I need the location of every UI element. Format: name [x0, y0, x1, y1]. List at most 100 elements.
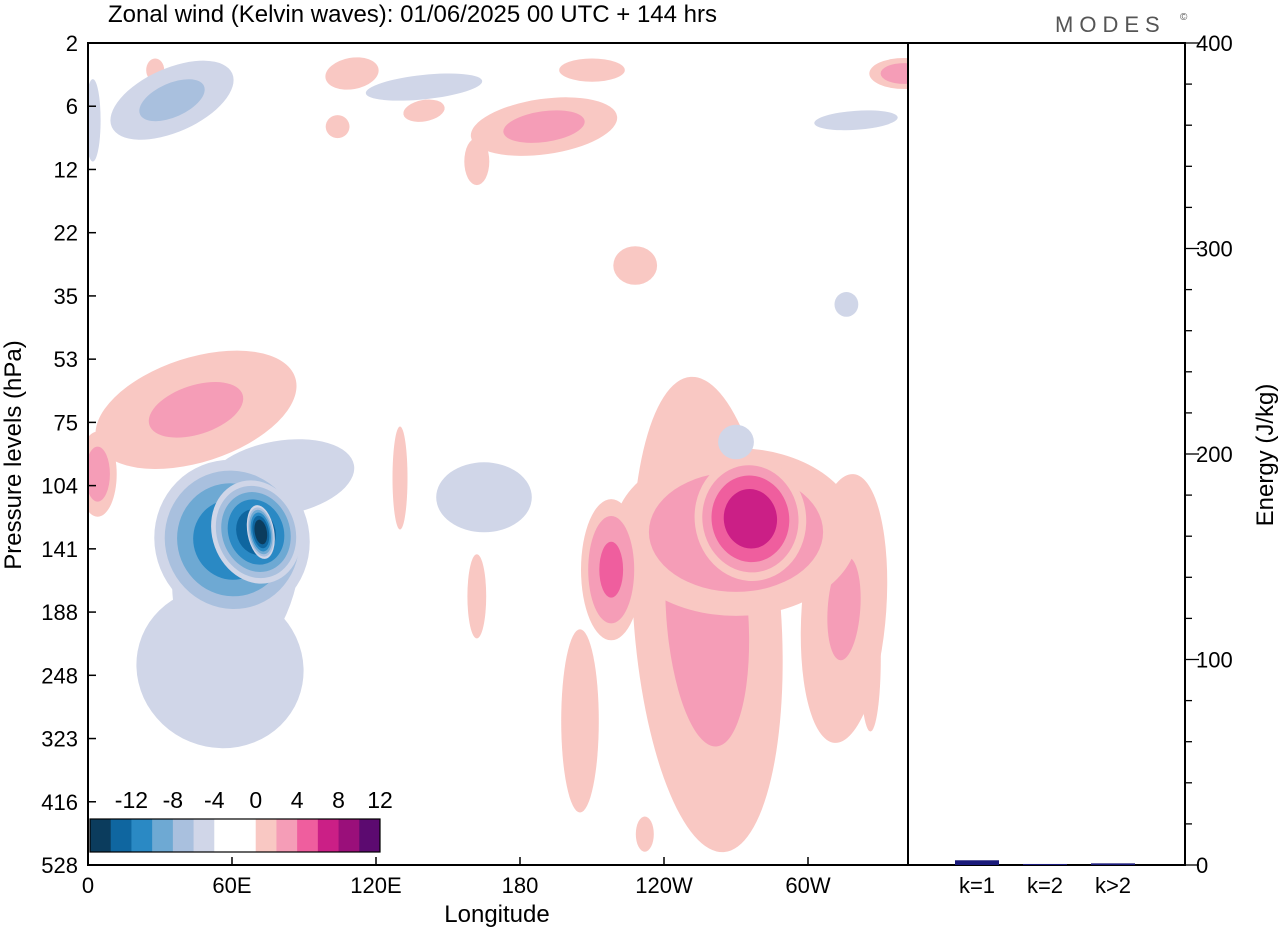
colorbar-tick-label: -8 [163, 787, 183, 813]
y-tick-label: 22 [54, 221, 78, 246]
upper-westerly-e-level-2 [403, 99, 445, 122]
y-tick-label: 75 [54, 410, 78, 435]
colorbar-tick-label: -12 [115, 787, 148, 813]
easterly-lower [136, 587, 304, 749]
upper-easterly-d-level-2 [88, 79, 101, 162]
brand-wordmark: MODES [1055, 12, 1166, 37]
upper-westerly-d-level-2 [325, 57, 379, 90]
colorbar: -12 -8 -4 0 4 8 12 [88, 784, 393, 857]
upper-westerly-f-level-2 [325, 115, 350, 139]
colorbar-frame [89, 818, 381, 853]
westerly-lobe [581, 499, 642, 641]
x-tick-label: 0 [82, 873, 94, 898]
energy-tick-label: 300 [1196, 237, 1233, 262]
westerly-lobe-level-6 [599, 541, 624, 598]
stratospheric-westerly-b [464, 137, 490, 186]
y-axis: 2 6 12 22 35 53 75 104 141 188 248 323 416 528 [41, 31, 96, 878]
upper-westerly-tilt [95, 350, 297, 469]
upper-easterly-b-level-2 [365, 73, 483, 101]
colorbar-swatch [338, 819, 360, 852]
energy-tick-label: 200 [1196, 442, 1233, 467]
x-axis: 0 60E 120E 180 120W 60W [82, 857, 831, 898]
brand-mark: © [1180, 12, 1188, 23]
easterly-dateline-level-2 [436, 462, 532, 533]
energy-bar-label: k=2 [1027, 873, 1063, 898]
x-tick-label: 60E [212, 873, 251, 898]
colorbar-swatch [235, 819, 257, 852]
colorbar-swatch [214, 819, 236, 852]
colorbar-tick-label: 0 [249, 787, 262, 813]
energy-bar-label: k=1 [959, 873, 995, 898]
westerly-streak-b [467, 554, 487, 639]
westerly-envelope-b-level-4 [827, 556, 861, 661]
energy-bar-label: k>2 [1095, 873, 1131, 898]
westerly-envelope-a [631, 376, 783, 853]
colorbar-tick-label: 12 [367, 787, 393, 813]
stratospheric-westerly-b-level-2 [464, 137, 490, 186]
colorbar-tick-label: 8 [332, 787, 345, 813]
y-tick-label: 323 [41, 727, 78, 752]
energy-tick-label: 0 [1196, 853, 1208, 878]
colorbar-swatch [90, 819, 112, 852]
westerly-edge-right [924, 453, 970, 542]
upper-westerly-b-level-4 [880, 63, 908, 84]
energy-bar-1 [955, 860, 999, 865]
energy-bar-3 [1091, 863, 1135, 865]
westerly-edge-right-level-2 [924, 453, 970, 542]
westerly-core [694, 456, 807, 581]
y-tick-label: 141 [41, 537, 78, 562]
easterly-midstrat [834, 292, 859, 317]
westerly-edge-left-level-4 [88, 446, 110, 502]
upper-easterly-c-level-2 [814, 110, 898, 131]
y-tick-label: 6 [66, 94, 78, 119]
colorbar-swatch [193, 819, 215, 852]
westerly-streak-b-level-2 [467, 554, 487, 639]
westerly-streak-level-2 [392, 426, 408, 530]
westerly-low-patch-level-2 [635, 816, 654, 852]
colorbar-swatch [297, 819, 319, 852]
upper-easterly-a-level-4 [139, 79, 205, 122]
colorbar-swatch [131, 819, 153, 852]
y-tick-label: 53 [54, 347, 78, 372]
easterly-lower-level-2 [136, 587, 304, 749]
upper-westerly-e [403, 99, 445, 122]
easterly-midstrat-level-2 [834, 292, 859, 317]
colorbar-tick-label: -4 [204, 787, 225, 813]
energy-bar-2 [1023, 863, 1067, 865]
westerly-deep-tail-b-level-2 [860, 584, 881, 732]
y-tick-label: 188 [41, 600, 78, 625]
energy-panel-frame [907, 42, 1186, 866]
upper-westerly-d [325, 57, 379, 90]
brand-logo: MODES © [1055, 12, 1188, 37]
y-tick-label: 12 [54, 157, 78, 182]
westerly-deep-tail-level-2 [561, 629, 599, 813]
westerly-deep-tail-b [860, 584, 881, 732]
easterly-core-level-12 [254, 519, 268, 545]
colorbar-swatch [359, 819, 381, 852]
upper-easterly-a [110, 60, 234, 140]
upper-easterly-b [365, 73, 483, 101]
x-axis-label: Longitude [444, 901, 549, 928]
westerly-edge-left [88, 431, 117, 517]
stratospheric-westerly [470, 97, 618, 156]
colorbar-swatch [152, 819, 174, 852]
easterly-patch-level-2 [718, 424, 754, 460]
colorbar-swatch [172, 819, 195, 852]
y-axis-label: Pressure levels (hPa) [0, 340, 27, 569]
energy-tick-label: 100 [1196, 648, 1233, 673]
contour-field [88, 57, 970, 853]
y-tick-label: 35 [54, 284, 78, 309]
y-tick-label: 416 [41, 790, 78, 815]
upper-easterly-d [88, 79, 101, 162]
colorbar-swatch [110, 819, 132, 852]
midstrat-westerly-level-2 [613, 246, 658, 285]
westerly-edge-right-level-4 [932, 468, 962, 526]
easterly-patch [718, 424, 754, 460]
y-tick-label: 528 [41, 853, 78, 878]
westerly-deep-tail [561, 629, 599, 813]
colorbar-swatch [276, 819, 298, 852]
energy-bars: k=1 k=2 k>2 [955, 860, 1135, 898]
westerly-streak [392, 426, 408, 530]
y-tick-label: 248 [41, 663, 78, 688]
x-tick-label: 180 [502, 873, 539, 898]
